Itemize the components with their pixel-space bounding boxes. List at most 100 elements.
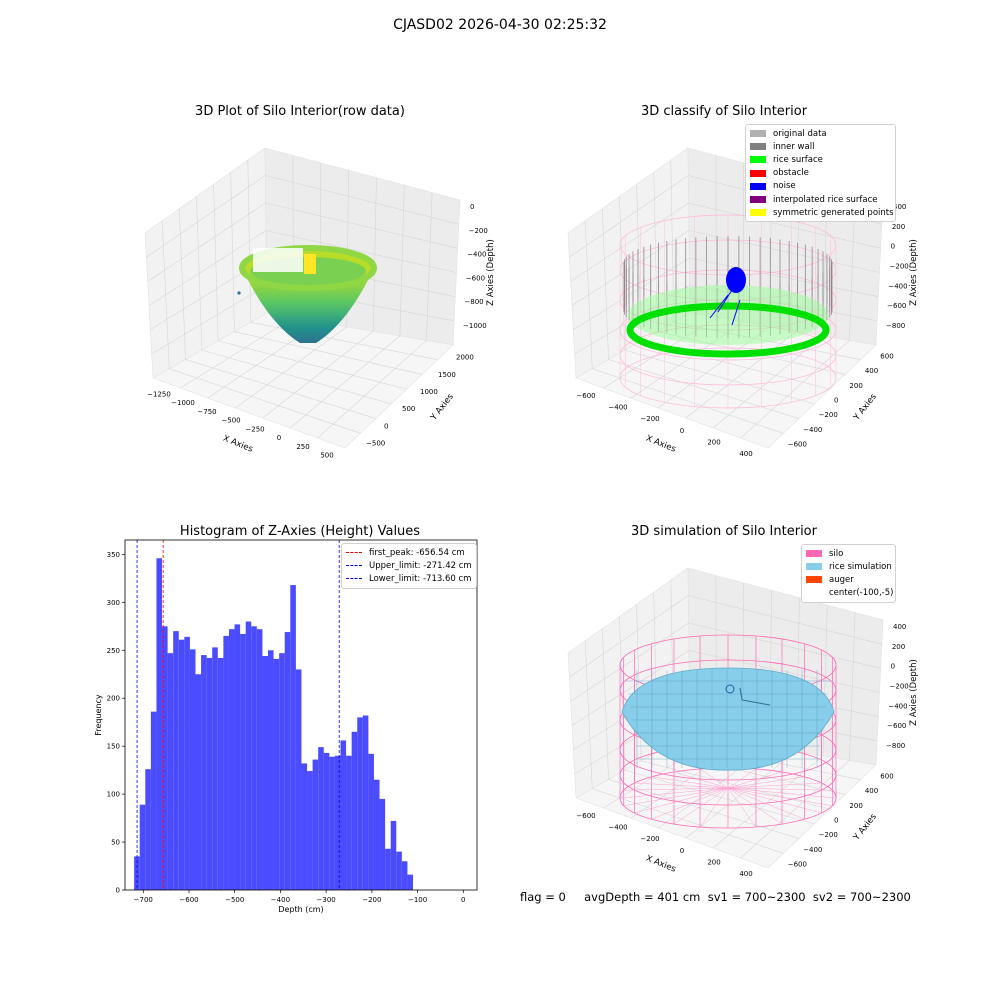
x-tick-label: −200 xyxy=(362,896,381,904)
histogram-bar xyxy=(245,621,252,890)
z-tick-label: 0 xyxy=(891,663,895,671)
silo-floor-spoke xyxy=(673,787,729,825)
histogram-bar xyxy=(134,856,140,890)
legend-label: silo xyxy=(829,548,844,559)
histogram-bar xyxy=(178,639,185,890)
histogram-bar xyxy=(262,656,268,890)
rice-simulation-surface xyxy=(621,667,835,771)
simulation-plot-title: 3D simulation of Silo Interior xyxy=(631,524,817,539)
axis-pane xyxy=(152,312,454,449)
grid-line xyxy=(658,326,770,409)
legend-entry: noise xyxy=(750,180,891,193)
y-tick-label: −500 xyxy=(366,439,385,447)
histogram-bar xyxy=(284,632,291,890)
grid-line xyxy=(147,202,266,282)
silo-floor-spoke xyxy=(623,787,729,791)
legend-swatch xyxy=(346,552,362,554)
grid-line xyxy=(289,335,401,429)
grid-line xyxy=(185,359,376,419)
z-tick-label: 0 xyxy=(891,243,895,251)
grid-line xyxy=(262,331,374,419)
histogram-bar xyxy=(184,636,190,890)
histogram-bar xyxy=(162,626,168,890)
y-tick-label: 100 xyxy=(107,791,120,799)
x-tick-label: −750 xyxy=(197,408,216,416)
histogram-bar xyxy=(167,653,174,890)
grid-line xyxy=(201,349,392,405)
grid-line xyxy=(570,622,689,702)
y-tick-label: 250 xyxy=(107,647,120,655)
silo-floor-spoke xyxy=(727,787,822,814)
grid-line xyxy=(235,326,347,409)
legend-label: auger xyxy=(829,574,854,585)
grid-line xyxy=(608,359,799,419)
grid-line xyxy=(180,317,294,389)
legend-entry: center(-100,-5) xyxy=(806,587,894,600)
silo-floor-spoke xyxy=(623,787,729,807)
grid-line xyxy=(571,230,690,306)
legend-entry: first_peak: -656.54 cm xyxy=(346,546,472,559)
histogram-bar xyxy=(362,715,369,890)
silo-floor-spoke xyxy=(727,787,833,807)
center-marker xyxy=(725,684,735,694)
grid-line xyxy=(265,202,458,249)
y-tick-label: −400 xyxy=(803,426,822,434)
silo-floor-spoke xyxy=(619,787,729,799)
silo-floor-spoke xyxy=(727,787,783,825)
histogram-bar xyxy=(195,674,202,890)
x-tick-label: 400 xyxy=(739,870,752,878)
x-tick-label: −400 xyxy=(608,824,627,832)
y-tick-label: 2000 xyxy=(456,354,474,362)
x-tick-label: 0 xyxy=(277,434,281,442)
x-axis-label: X Axies xyxy=(644,854,677,875)
histogram-bar xyxy=(256,629,263,890)
y-axis-label: Y Axies xyxy=(851,392,879,424)
legend-swatch xyxy=(750,182,766,190)
histogram-bar xyxy=(357,717,363,890)
grid-line xyxy=(569,175,689,258)
legend-label: center(-100,-5) xyxy=(829,588,894,599)
z-tick-label: 200 xyxy=(892,643,905,651)
histogram-bar xyxy=(346,755,352,890)
y-tick-label: 1500 xyxy=(438,371,456,379)
histogram-bar xyxy=(240,633,246,890)
raw-plot-title: 3D Plot of Silo Interior(row data) xyxy=(195,104,405,119)
simulation-legend: silo rice simulation auger center(-100,-5) xyxy=(801,544,896,603)
legend-label: original data xyxy=(773,128,827,139)
histogram-bar xyxy=(407,874,413,890)
y-tick-label: 200 xyxy=(849,802,862,810)
legend-swatch xyxy=(750,143,766,151)
y-tick-label: 600 xyxy=(880,772,893,780)
x-tick-label: −1000 xyxy=(171,399,195,407)
grid-line xyxy=(688,650,880,693)
legend-label: obstacle xyxy=(773,168,809,179)
silo-floor-spoke xyxy=(634,782,729,789)
grid-line xyxy=(603,317,717,389)
histogram-plot: −700 −600 −500 −400 −300 −200 −100 0 0 50 100 150 20… xyxy=(94,539,478,914)
x-tick-label: −500 xyxy=(221,417,240,425)
legend-swatch xyxy=(750,130,766,138)
z-tick-label: −200 xyxy=(890,683,909,691)
legend-entry: interpolated rice surface xyxy=(750,193,891,206)
histogram-bar xyxy=(401,861,408,890)
y-tick-label: 200 xyxy=(849,382,862,390)
y-tick-label: 0 xyxy=(834,397,838,405)
silo-floor-spoke xyxy=(727,776,805,789)
y-tick-label: 600 xyxy=(880,352,893,360)
grid-line xyxy=(569,595,689,678)
x-tick-label: −250 xyxy=(245,425,264,433)
legend-swatch xyxy=(806,576,822,584)
legend-entry: inner wall xyxy=(750,140,891,153)
grid-line xyxy=(573,257,690,330)
raw-obstacle xyxy=(304,254,316,274)
histogram-bar xyxy=(139,804,146,890)
grid-line xyxy=(574,285,690,355)
x-tick-label: 200 xyxy=(707,859,720,867)
status-footer: flag = 0 avgDepth = 401 cm sv1 = 700~230… xyxy=(520,890,911,904)
histogram-title: Histogram of Z-Axies (Height) Values xyxy=(179,524,421,539)
silo-floor-spoke xyxy=(727,771,783,789)
auger-lines xyxy=(739,687,771,706)
silo-floor-spoke xyxy=(727,787,757,828)
grid-line xyxy=(592,788,784,854)
x-tick-label: −500 xyxy=(225,896,244,904)
